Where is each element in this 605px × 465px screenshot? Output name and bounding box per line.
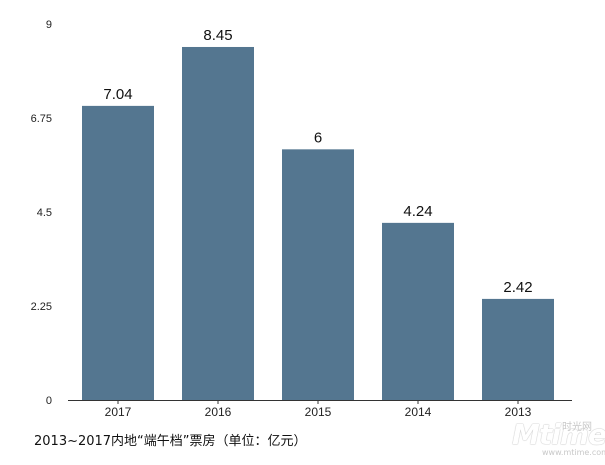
bar [482,298,554,400]
x-tick-label: 2015 [305,405,332,419]
x-tick-label: 2013 [505,405,532,419]
bar [82,105,154,400]
data-label: 4.24 [403,203,432,220]
x-tick-label: 2016 [205,405,232,419]
data-label: 2.42 [503,279,532,296]
watermark-cn: 时光网 [562,422,592,433]
y-tick-label: 0 [46,395,52,407]
x-tick-label: 2014 [405,405,432,419]
y-tick-label: 2.25 [31,301,52,313]
chart-caption: 2013~2017内地“端午档”票房（单位：亿元） [34,434,307,449]
data-label: 8.45 [203,27,232,44]
mtime-watermark: Mtime 时光网 www.mtime.com [512,418,605,460]
watermark-url: www.mtime.com [542,448,605,457]
watermark-logo: Mtime [512,418,605,451]
y-tick-label: 4.5 [37,207,52,219]
y-tick-label: 9 [46,19,52,31]
y-axis: 0 2.25 4.5 6.75 9 [31,19,52,407]
y-tick-label: 6.75 [31,113,52,125]
x-tick-label: 2017 [105,405,132,419]
data-label: 6 [314,129,322,146]
bar [382,222,454,400]
data-label: 7.04 [103,86,132,103]
bar [282,149,354,400]
bar [182,46,254,400]
x-axis: 2017 2016 2015 2014 2013 [68,400,572,419]
bars: 7.04 8.45 6 4.24 2.42 [82,27,554,400]
